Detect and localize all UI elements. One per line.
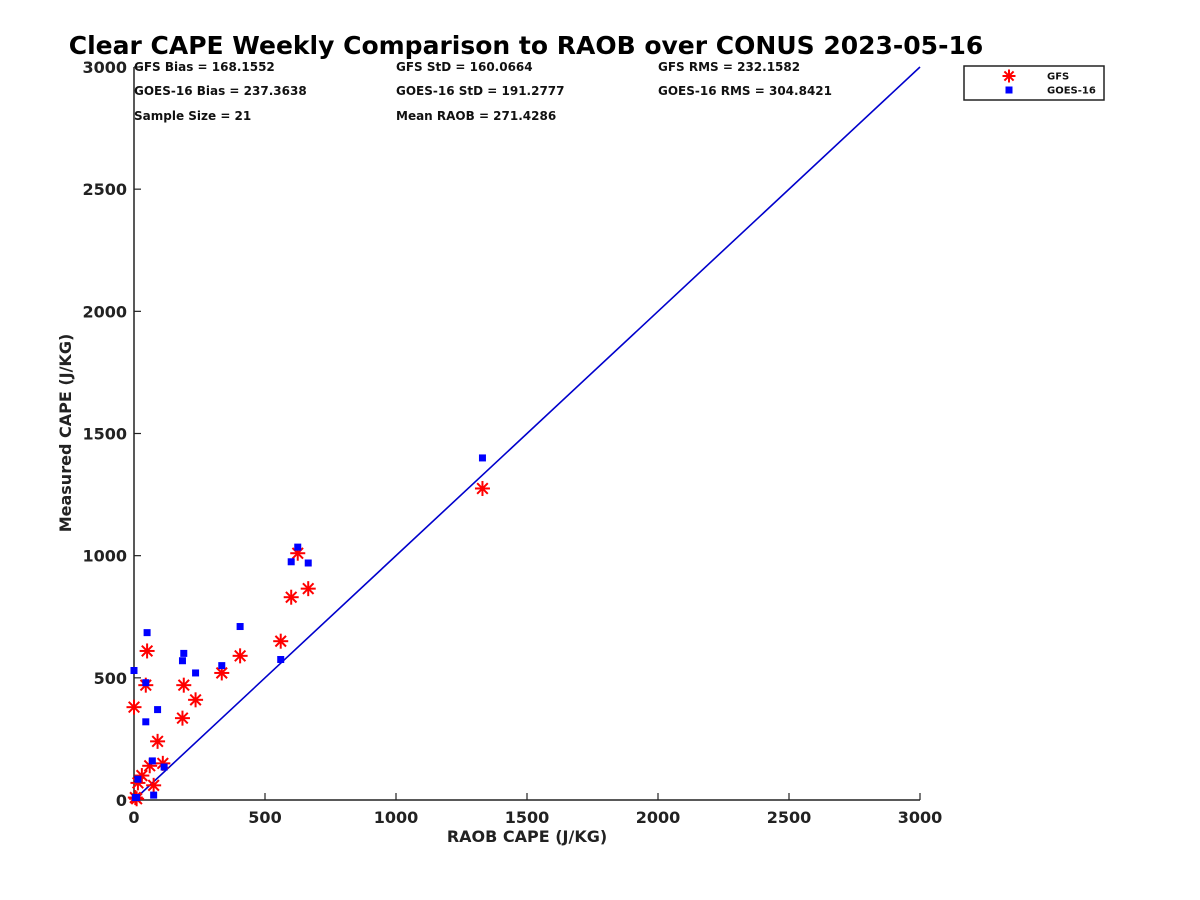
asterisk-stroke bbox=[156, 757, 169, 770]
asterisk-stroke bbox=[274, 635, 287, 648]
asterisk-stroke bbox=[1003, 70, 1015, 82]
legend-marker-goes16 bbox=[1005, 86, 1013, 94]
goes-16-point bbox=[236, 623, 244, 631]
goes-16-point bbox=[154, 706, 162, 714]
stat-text: GFS RMS = 232.1582 bbox=[658, 60, 800, 74]
gfs-point bbox=[142, 758, 158, 774]
stat-text: GFS StD = 160.0664 bbox=[396, 60, 533, 74]
asterisk-stroke bbox=[302, 582, 315, 595]
asterisk-stroke bbox=[141, 644, 154, 657]
series-goes-16 bbox=[130, 454, 486, 802]
stat-text: Sample Size = 21 bbox=[134, 109, 251, 123]
gfs-point bbox=[139, 643, 155, 659]
y-tick-label: 1500 bbox=[82, 425, 127, 444]
chart-title: Clear CAPE Weekly Comparison to RAOB ove… bbox=[69, 31, 984, 60]
goes-16-point bbox=[178, 657, 186, 665]
gfs-point bbox=[134, 768, 150, 784]
gfs-point bbox=[146, 777, 162, 793]
y-tick-label: 2000 bbox=[82, 302, 127, 321]
y-axis-label: Measured CAPE (J/KG) bbox=[56, 334, 75, 533]
asterisk-stroke bbox=[234, 649, 247, 662]
one-to-one-line bbox=[133, 66, 921, 801]
goes-16-point bbox=[180, 649, 188, 657]
axes: 0 500 1000 1500 2000 2500 3000 0 500 1000 1500 2000… bbox=[82, 58, 942, 827]
series-gfs bbox=[126, 480, 490, 807]
goes-16-point bbox=[304, 559, 312, 567]
stat-text: GFS Bias = 168.1552 bbox=[134, 60, 275, 74]
x-tick-label: 500 bbox=[248, 808, 281, 827]
y-tick-label: 0 bbox=[116, 791, 127, 810]
legend-label: GOES-16 bbox=[1047, 86, 1096, 97]
goes-16-point bbox=[142, 718, 150, 726]
gfs-point bbox=[232, 648, 248, 664]
data-points bbox=[126, 454, 490, 807]
gfs-point bbox=[174, 710, 190, 726]
asterisk-stroke bbox=[177, 679, 190, 692]
goes-16-point bbox=[130, 667, 138, 675]
asterisk-stroke bbox=[215, 666, 228, 679]
asterisk-stroke bbox=[147, 779, 160, 792]
gfs-point bbox=[290, 545, 306, 561]
gfs-point bbox=[150, 733, 166, 749]
goes-16-point bbox=[143, 629, 151, 637]
goes-16-point bbox=[134, 775, 142, 783]
y-tick-label: 500 bbox=[94, 669, 127, 688]
asterisk-stroke bbox=[291, 547, 304, 560]
goes-16-point bbox=[218, 662, 226, 670]
y-tick-label: 3000 bbox=[82, 58, 127, 77]
goes-16-point bbox=[150, 791, 158, 799]
gfs-point bbox=[273, 633, 289, 649]
gfs-point bbox=[474, 480, 490, 496]
x-tick-label: 2500 bbox=[767, 808, 812, 827]
y-tick-label: 2500 bbox=[82, 180, 127, 199]
stat-text: GOES-16 StD = 191.2777 bbox=[396, 84, 565, 98]
legend-box bbox=[963, 65, 1105, 101]
legend-marker-gfs bbox=[1002, 69, 1016, 83]
goes-16-point bbox=[294, 543, 302, 551]
x-tick-label: 1500 bbox=[505, 808, 550, 827]
goes-16-point bbox=[287, 558, 295, 566]
stats-block: GFS Bias = 168.1552 GFS StD = 160.0664 GFS… bbox=[134, 60, 832, 123]
asterisk-stroke bbox=[189, 693, 202, 706]
gfs-point bbox=[283, 589, 299, 605]
goes-16-point bbox=[148, 757, 156, 765]
asterisk-stroke bbox=[127, 701, 141, 714]
stat-text: Mean RAOB = 271.4286 bbox=[396, 109, 556, 123]
goes-16-point bbox=[160, 763, 168, 771]
goes-16-point bbox=[277, 656, 285, 664]
x-tick-label: 2000 bbox=[636, 808, 681, 827]
stat-text: GOES-16 Bias = 237.3638 bbox=[134, 84, 307, 98]
legend: GFS GOES-16 bbox=[963, 65, 1105, 101]
gfs-point bbox=[176, 677, 192, 693]
gfs-point bbox=[300, 581, 316, 597]
goes-16-point bbox=[478, 454, 486, 462]
reference-line bbox=[133, 66, 921, 801]
x-axis-label: RAOB CAPE (J/KG) bbox=[447, 827, 607, 846]
asterisk-stroke bbox=[176, 712, 189, 725]
goes-16-point bbox=[133, 794, 141, 802]
stat-text: GOES-16 RMS = 304.8421 bbox=[658, 84, 832, 98]
x-tick-label: 3000 bbox=[898, 808, 943, 827]
y-tick-label: 1000 bbox=[82, 547, 127, 566]
goes-16-point bbox=[192, 669, 200, 677]
gfs-point bbox=[188, 692, 204, 708]
x-tick-label: 1000 bbox=[374, 808, 419, 827]
goes-16-point bbox=[142, 679, 150, 687]
legend-label: GFS bbox=[1047, 72, 1069, 83]
gfs-point bbox=[155, 755, 171, 771]
asterisk-stroke bbox=[285, 591, 298, 604]
asterisk-stroke bbox=[151, 735, 164, 748]
asterisk-stroke bbox=[476, 482, 489, 495]
gfs-point bbox=[126, 699, 142, 715]
gfs-point bbox=[214, 665, 230, 681]
x-tick-label: 0 bbox=[128, 808, 139, 827]
